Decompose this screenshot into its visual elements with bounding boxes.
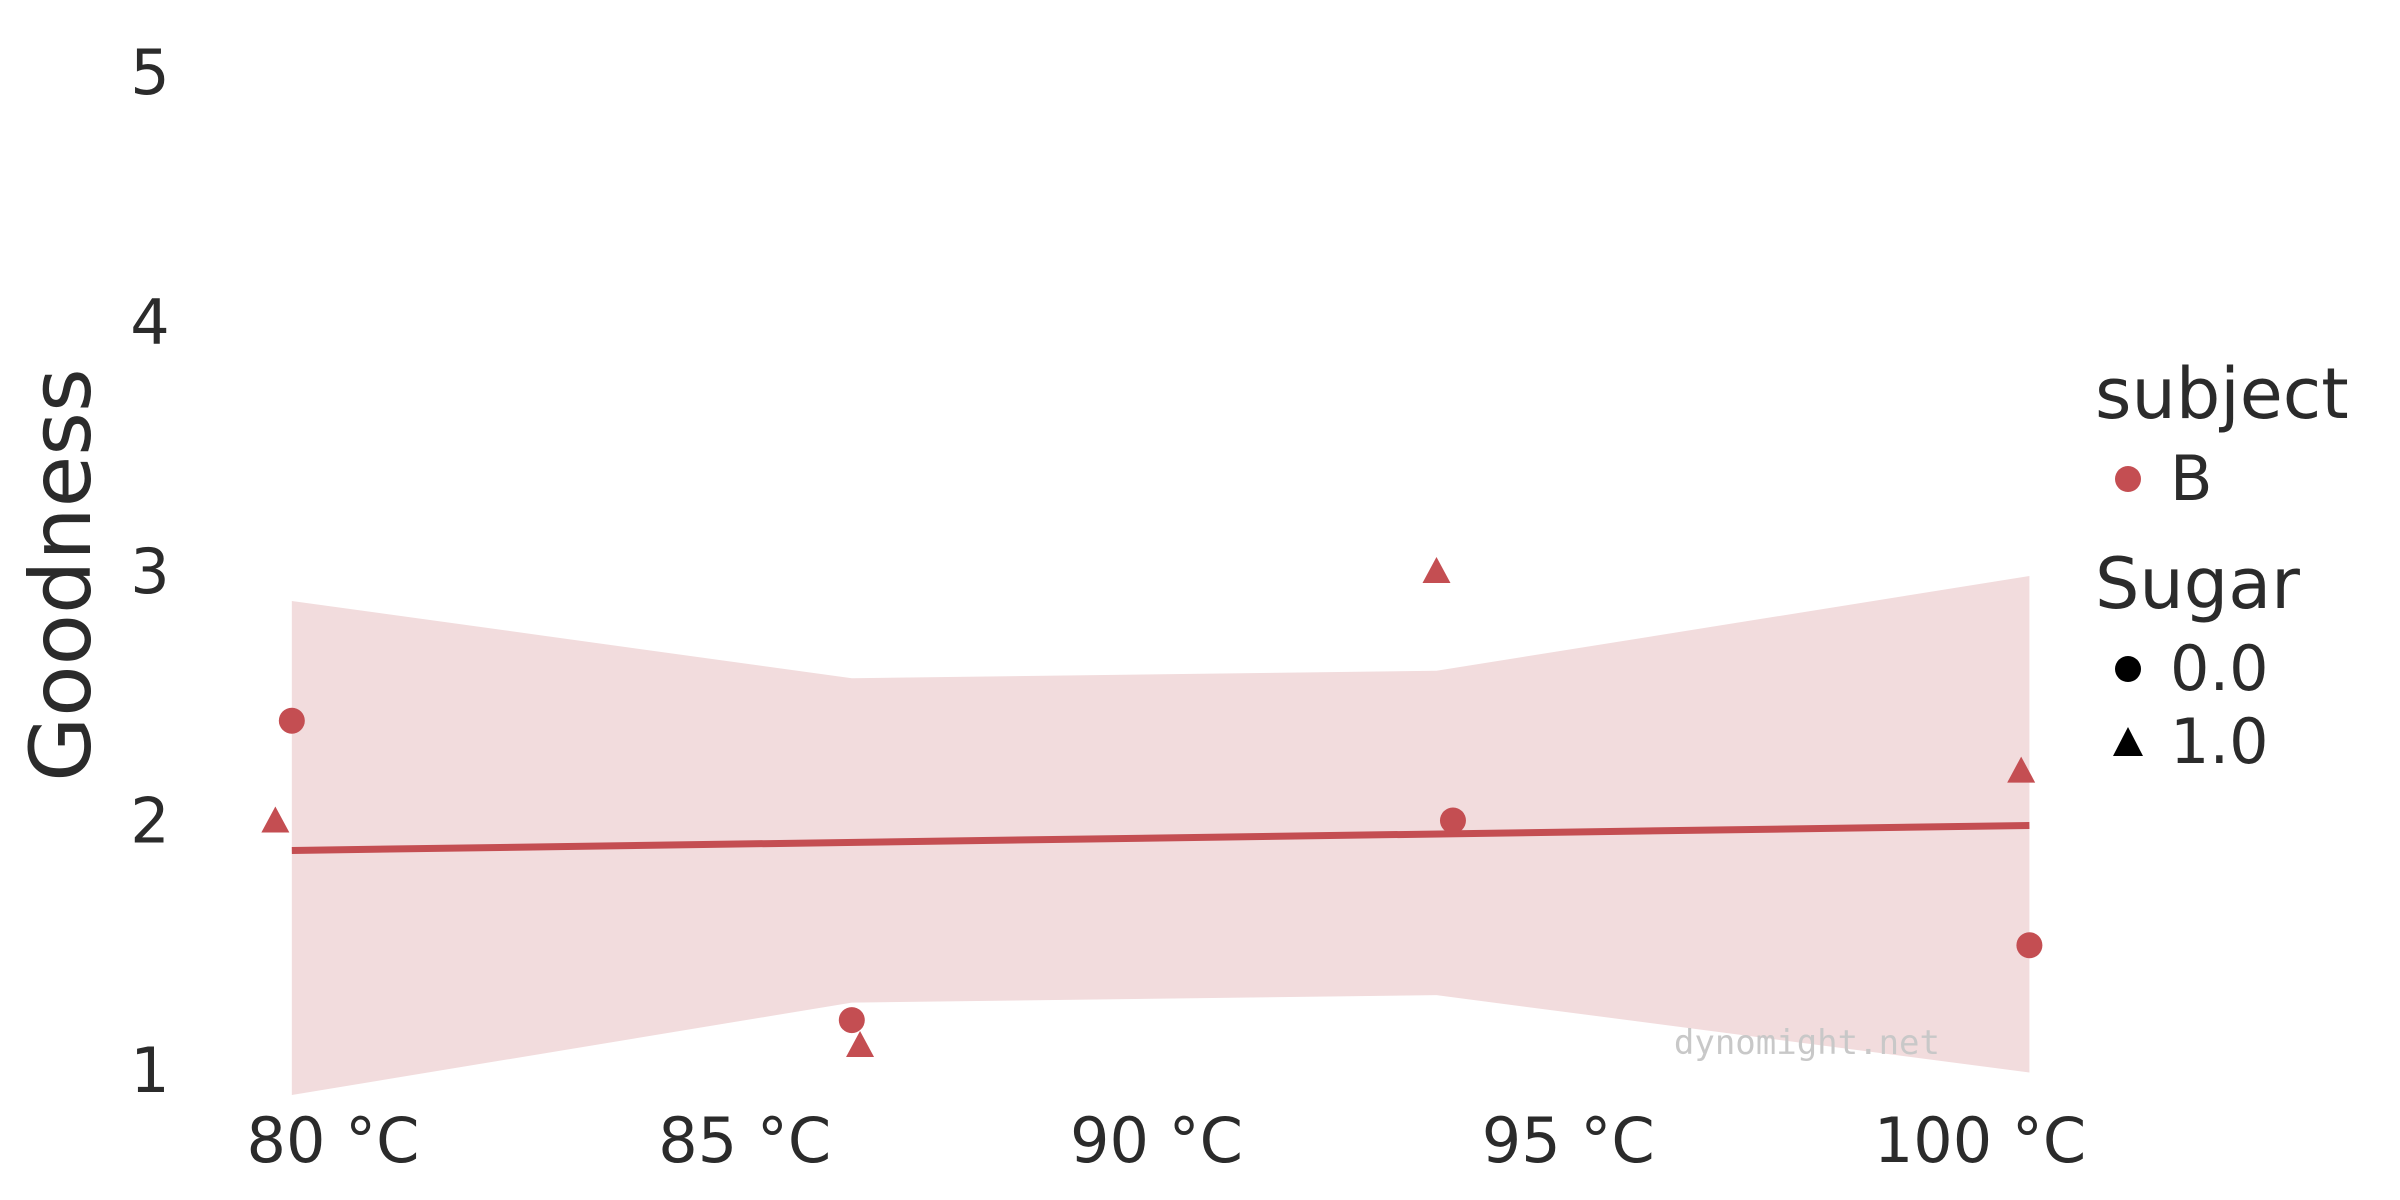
- x-tick-label-90: 90 °C: [1070, 1104, 1243, 1177]
- x-axis-ticks: 80 °C 85 °C 90 °C 95 °C 100 °C: [247, 1104, 2087, 1177]
- y-axis-ticks: 1 2 3 4 5: [130, 36, 169, 1107]
- data-point-circle-2: [838, 1007, 865, 1034]
- watermark: dynomight.net: [1674, 1023, 1940, 1063]
- legend: subject B Sugar 0.0 1.0: [2095, 353, 2349, 778]
- legend-subject-b-label: B: [2170, 442, 2213, 515]
- data-point-circle-7: [2016, 932, 2043, 959]
- y-tick-label-3: 3: [130, 535, 169, 608]
- y-axis-label: Goodness: [12, 368, 110, 782]
- legend-sugar-title: Sugar: [2095, 543, 2300, 625]
- y-tick-label-1: 1: [130, 1034, 169, 1107]
- legend-sugar-1-label: 1.0: [2170, 705, 2269, 778]
- fit-line-layer: [291, 821, 2030, 854]
- data-points: [261, 557, 2043, 1058]
- y-tick-label-4: 4: [130, 286, 169, 359]
- legend-subject-title: subject: [2095, 353, 2349, 435]
- legend-subject-b-marker: [2115, 466, 2141, 492]
- x-tick-label-95: 95 °C: [1482, 1104, 1655, 1177]
- data-point-circle-0: [278, 707, 305, 734]
- data-point-circle-5: [1439, 807, 1466, 834]
- x-tick-label-80: 80 °C: [247, 1104, 420, 1177]
- y-tick-label-5: 5: [130, 36, 169, 109]
- data-point-triangle-6: [2007, 756, 2036, 783]
- data-point-triangle-3: [846, 1031, 875, 1058]
- x-tick-label-85: 85 °C: [658, 1104, 831, 1177]
- data-point-triangle-4: [1422, 557, 1451, 583]
- y-tick-label-2: 2: [130, 785, 169, 858]
- legend-sugar-1-marker: [2113, 727, 2143, 756]
- legend-sugar-0-label: 0.0: [2170, 632, 2269, 705]
- data-point-triangle-1: [261, 806, 290, 833]
- regression-line: [291, 821, 2030, 854]
- x-tick-label-100: 100 °C: [1874, 1104, 2086, 1177]
- legend-sugar-0-marker: [2115, 656, 2141, 682]
